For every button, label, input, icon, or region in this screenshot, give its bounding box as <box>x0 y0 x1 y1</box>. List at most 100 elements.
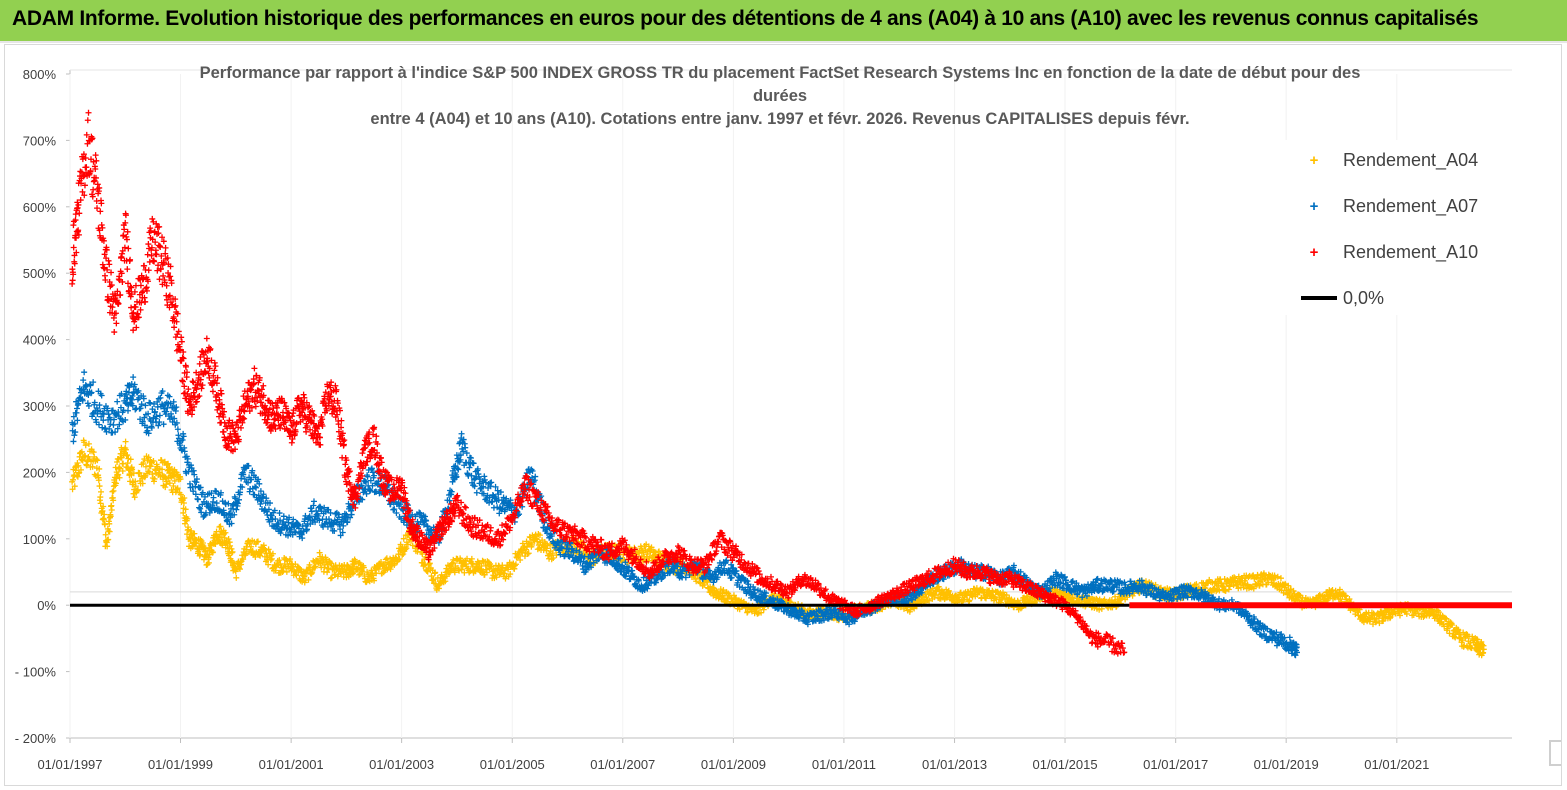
data-point-rendement-a04 <box>177 476 184 483</box>
data-point-rendement-a04 <box>269 550 276 557</box>
data-point-rendement-a04 <box>105 536 112 543</box>
data-point-rendement-a04 <box>114 459 121 466</box>
x-tick-label: 01/01/2003 <box>369 757 434 772</box>
data-point-rendement-a04 <box>312 563 319 570</box>
data-point-rendement-a04 <box>162 484 169 491</box>
data-point-rendement-a04 <box>150 457 157 464</box>
data-point-rendement-a04 <box>163 481 170 488</box>
data-point-rendement-a04 <box>225 552 232 559</box>
x-tick-label: 01/01/2011 <box>812 757 876 772</box>
data-point-rendement-a04 <box>146 469 153 476</box>
data-point-rendement-a04 <box>93 456 100 463</box>
data-point-rendement-a04 <box>233 574 240 581</box>
data-point-rendement-a07 <box>532 473 539 480</box>
data-point-rendement-a04 <box>75 462 82 469</box>
x-tick-label: 01/01/2005 <box>480 757 545 772</box>
data-point-rendement-a04 <box>170 473 177 480</box>
banner-title: ADAM Informe. Evolution historique des p… <box>12 7 1479 30</box>
x-tick-label: 01/01/2015 <box>1032 757 1097 772</box>
data-point-rendement-a04 <box>100 503 107 510</box>
data-point-rendement-a04 <box>74 460 81 467</box>
data-point-rendement-a07 <box>253 484 260 491</box>
data-point-rendement-a07 <box>114 398 121 405</box>
data-point-rendement-a04 <box>136 469 143 476</box>
data-point-rendement-a04 <box>229 548 236 555</box>
data-point-rendement-a04 <box>96 483 103 490</box>
data-point-rendement-a04 <box>100 516 107 523</box>
data-point-rendement-a04 <box>305 576 312 583</box>
data-point-rendement-a04 <box>82 453 89 460</box>
data-point-rendement-a07 <box>458 430 465 437</box>
data-point-rendement-a04 <box>212 540 219 547</box>
data-point-rendement-a04 <box>77 449 84 456</box>
data-point-rendement-a04 <box>242 550 249 557</box>
data-point-rendement-a04 <box>265 546 272 553</box>
data-point-rendement-a04 <box>221 534 228 541</box>
y-tick-label: 500% <box>23 266 57 281</box>
data-point-rendement-a07 <box>280 513 287 520</box>
data-point-rendement-a04 <box>1277 575 1284 582</box>
data-point-rendement-a04 <box>327 575 334 582</box>
data-point-rendement-a04 <box>116 464 123 471</box>
x-tick-label: 01/01/2021 <box>1364 757 1429 772</box>
data-point-rendement-a04 <box>240 556 247 563</box>
data-point-rendement-a04 <box>109 488 116 495</box>
data-point-rendement-a04 <box>119 467 126 474</box>
data-point-rendement-a04 <box>96 465 103 472</box>
y-tick-label: 200% <box>23 465 57 480</box>
data-point-rendement-a07 <box>455 466 462 473</box>
data-point-rendement-a07 <box>194 496 201 503</box>
data-point-rendement-a07 <box>156 412 163 419</box>
data-point-rendement-a04 <box>107 513 114 520</box>
data-point-rendement-a07 <box>73 405 80 412</box>
data-point-rendement-a04 <box>145 468 152 475</box>
data-point-rendement-a04 <box>98 488 105 495</box>
y-tick-label: - 100% <box>15 665 57 680</box>
y-tick-label: 0% <box>37 598 56 613</box>
data-point-rendement-a07 <box>81 369 88 376</box>
data-point-rendement-a04 <box>189 543 196 550</box>
x-tick-label: 01/01/2007 <box>590 757 655 772</box>
data-point-rendement-a04 <box>171 477 178 484</box>
data-point-rendement-a04 <box>287 556 294 563</box>
data-point-rendement-a04 <box>110 497 117 504</box>
data-point-rendement-a04 <box>132 483 139 490</box>
data-point-rendement-a07 <box>310 498 317 505</box>
report-banner: ADAM Informe. Evolution historique des p… <box>0 0 1567 43</box>
data-point-rendement-a04 <box>139 480 146 487</box>
data-point-rendement-a04 <box>106 528 113 535</box>
data-point-rendement-a04 <box>74 473 81 480</box>
data-point-rendement-a04 <box>116 474 123 481</box>
x-tick-label: 01/01/2001 <box>259 757 324 772</box>
data-point-rendement-a04 <box>248 543 255 550</box>
data-point-rendement-a04 <box>129 466 136 473</box>
data-point-rendement-a07 <box>110 421 117 428</box>
y-tick-label: 600% <box>23 200 57 215</box>
y-tick-label: 800% <box>23 67 57 82</box>
data-point-rendement-a04 <box>225 536 232 543</box>
data-point-rendement-a07 <box>124 407 131 414</box>
data-point-rendement-a04 <box>182 506 189 513</box>
data-point-rendement-a07 <box>70 438 77 445</box>
data-point-rendement-a04 <box>209 549 216 556</box>
data-point-rendement-a04 <box>276 557 283 564</box>
data-point-rendement-a04 <box>205 559 212 566</box>
data-point-rendement-a04 <box>254 538 261 545</box>
data-point-rendement-a04 <box>181 495 188 502</box>
data-point-rendement-a04 <box>128 465 135 472</box>
x-tick-label: 01/01/2009 <box>701 757 766 772</box>
x-tick-label: 01/01/2017 <box>1143 757 1208 772</box>
data-point-rendement-a04 <box>101 521 108 528</box>
data-point-rendement-a04 <box>228 549 235 556</box>
data-point-rendement-a04 <box>165 460 172 467</box>
y-tick-label: 400% <box>23 333 57 348</box>
data-point-rendement-a04 <box>113 475 120 482</box>
data-point-rendement-a04 <box>102 531 109 538</box>
data-point-rendement-a04 <box>222 529 229 536</box>
data-point-rendement-a04 <box>130 490 137 497</box>
data-point-rendement-a07 <box>473 489 480 496</box>
data-point-rendement-a07 <box>137 405 144 412</box>
data-point-rendement-a04 <box>69 486 76 493</box>
data-point-rendement-a04 <box>268 555 275 562</box>
data-point-rendement-a04 <box>71 483 78 490</box>
